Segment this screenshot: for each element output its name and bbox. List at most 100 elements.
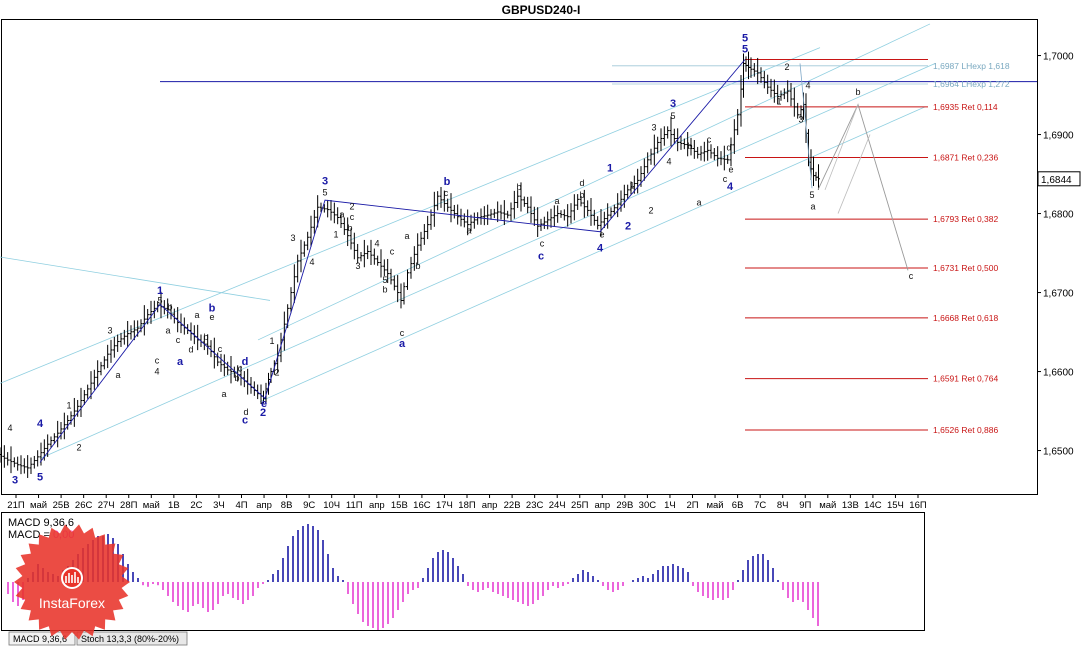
expansion-level-label: 1,6964 LHexp 1,272 — [933, 79, 1010, 89]
time-tick-label: 9С — [303, 500, 315, 511]
time-tick-label: май — [30, 500, 47, 511]
time-tick-label: 1В — [168, 500, 180, 511]
time-tick-label: 30С — [639, 500, 657, 511]
fibo-level-label: 1,6793 Ret 0,382 — [933, 214, 998, 224]
wave-label: 4 — [374, 239, 379, 249]
time-tick-label: 2С — [190, 500, 202, 511]
wave-label: 4 — [37, 418, 44, 430]
wave-label: 5 — [157, 296, 162, 306]
wave-label: b — [415, 261, 420, 271]
time-tick-label: 11П — [346, 500, 363, 511]
fibo-level-label: 1,6731 Ret 0,500 — [933, 263, 998, 273]
wave-label: a — [339, 210, 344, 220]
time-tick-label: апр — [482, 500, 498, 511]
time-tick-label: 10Ч — [323, 500, 340, 511]
wave-label: c — [538, 250, 544, 262]
wave-label: 2 — [274, 368, 279, 378]
price-series — [0, 51, 820, 478]
time-tick-label: 3Ч — [213, 500, 225, 511]
macd-panel-frame — [1, 512, 925, 631]
time-tick-label: 17Ч — [436, 500, 453, 511]
wave-label: 3 — [798, 115, 803, 125]
wave-label: b — [855, 87, 860, 97]
price-tick-label: 1,6500 — [1043, 447, 1074, 458]
wave-label: 4 — [154, 367, 159, 377]
time-tick-label: 2П — [686, 500, 698, 511]
wave-label: 3 — [290, 233, 295, 243]
price-tick-label: 1,7000 — [1043, 52, 1074, 63]
wave-label: 1 — [776, 97, 781, 107]
fibo-level-label: 1,6668 Ret 0,618 — [933, 313, 998, 323]
current-price-label: 1,6844 — [1041, 175, 1072, 186]
time-tick-label: апр — [369, 500, 385, 511]
fibo-levels: 1,6987 LHexp 1,618 1,6964 LHexp 1,272 1,69… — [160, 59, 1037, 435]
tab-stoch[interactable] — [76, 631, 188, 646]
wave-label: 2 — [784, 62, 789, 72]
wave-label: c — [909, 271, 914, 281]
tab-macd[interactable] — [8, 631, 76, 646]
time-tick-label: 28П — [120, 500, 138, 511]
wave-label: c — [238, 364, 243, 374]
wave-label: b — [209, 303, 216, 315]
forecast-line-alt — [837, 134, 871, 214]
time-tick-label: 16П — [909, 500, 927, 511]
macd-label: MACD 9,36,6 — [8, 517, 74, 529]
time-axis: 21П май 25В 26С 27Ч 28П май 1В 2С 3Ч 4П апр 8В 9С 10Ч 1… — [7, 494, 927, 511]
wave-label: d — [579, 178, 584, 188]
tab-macd-label: MACD 9,36,6 — [13, 634, 67, 644]
time-tick-label: 9П — [799, 500, 811, 511]
fibo-level-label: 1,6871 Ret 0,236 — [933, 152, 998, 162]
wave-label: 2 — [648, 206, 653, 216]
wave-label: e — [728, 164, 733, 174]
time-tick-label: апр — [256, 500, 272, 511]
channel-line — [39, 63, 936, 459]
wave-label: 3 — [322, 175, 328, 187]
price-tick-label: 1,6700 — [1043, 289, 1074, 300]
wave-label: a — [399, 338, 406, 350]
time-tick-label: 23С — [526, 500, 544, 511]
indicator-tabs: MACD 9,36,6 Stoch 13,3,3 (80%-20%) — [8, 631, 188, 646]
time-tick-label: 4П — [235, 500, 247, 511]
time-tick-label: апр — [594, 500, 610, 511]
wave-label: b — [167, 302, 172, 312]
wave-label: e — [261, 398, 267, 410]
wave-label: 1 — [607, 163, 613, 175]
wave-label: 5 — [809, 190, 814, 200]
time-tick-label: 15Ч — [887, 500, 904, 511]
time-tick-label: 14С — [864, 500, 882, 511]
time-tick-label: 29В — [616, 500, 633, 511]
wave-label: 5 — [742, 43, 748, 55]
wave-label: a — [177, 356, 184, 368]
time-tick-label: 27Ч — [98, 500, 115, 511]
wave-label: 4 — [7, 423, 12, 433]
wave-label: d — [188, 345, 193, 355]
wave-label: 5 — [670, 111, 675, 121]
wave-label: 3 — [651, 123, 656, 133]
wave-label: 4 — [727, 181, 734, 193]
wave-label: 4 — [309, 257, 314, 267]
wave-label: c — [540, 239, 545, 249]
channel-line — [259, 106, 926, 402]
time-tick-label: май — [819, 500, 836, 511]
fibo-level-label: 1,6526 Ret 0,886 — [933, 425, 998, 435]
price-tick-label: 1,6800 — [1043, 210, 1074, 221]
channel-line — [257, 23, 931, 341]
wave-label: 4 — [666, 157, 671, 167]
wave-label: 2 — [76, 443, 81, 453]
time-tick-label: май — [706, 500, 723, 511]
wave-label: 1 — [66, 401, 71, 411]
wave-label: a — [404, 231, 409, 241]
wave-label: a — [115, 370, 120, 380]
wave-label: b — [203, 332, 208, 342]
wave-label: c — [176, 335, 181, 345]
wave-label: a — [165, 326, 170, 336]
price-tick-label: 1,6900 — [1043, 131, 1074, 142]
time-tick-label: 1Ч — [664, 500, 676, 511]
wave-label: 2 — [260, 407, 266, 419]
wave-label: c — [723, 174, 728, 184]
wave-label: 5 — [382, 275, 387, 285]
wave-label: d — [242, 356, 249, 368]
wave-label: c — [390, 247, 395, 257]
wave-label: c — [350, 212, 355, 222]
expansion-level-label: 1,6987 LHexp 1,618 — [933, 61, 1010, 71]
